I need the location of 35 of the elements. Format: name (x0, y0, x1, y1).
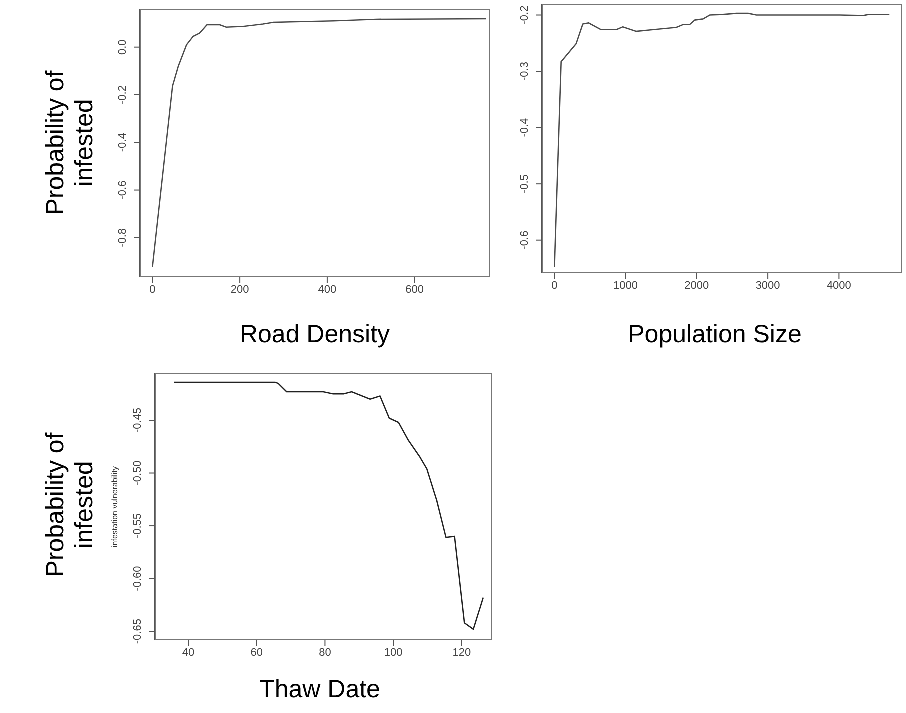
x-tick-label: 0 (150, 284, 156, 296)
x-axis-title: Population Size (628, 320, 802, 350)
y-tick-label: 0.0 (117, 40, 129, 55)
x-tick-label: 120 (452, 646, 472, 659)
x-axis-title: Thaw Date (260, 676, 380, 704)
x-tick-label: 2000 (684, 280, 710, 292)
y-tick-label: -0.45 (132, 408, 144, 434)
y-tick-label: -0.60 (132, 566, 144, 592)
text: infestation vulnerability (110, 466, 120, 547)
y-tick-label: -0.4 (519, 118, 531, 138)
x-tick-label: 3000 (756, 280, 780, 292)
x-tick-label: 60 (250, 646, 263, 659)
x-tick-label: 0 (552, 280, 558, 292)
y-axis-title: Probability of infested (41, 70, 99, 218)
x-tick-label: 1000 (614, 280, 638, 292)
y-tick-label: -0.3 (519, 62, 531, 82)
x-tick-label: 200 (230, 284, 250, 296)
y-tick-label: -0.6 (117, 180, 129, 200)
y-tick-label: -0.5 (519, 174, 531, 194)
y-tick-label: -0.4 (117, 133, 129, 152)
y-tick-label: -0.65 (132, 619, 144, 644)
y-tick-label: -0.55 (132, 513, 144, 539)
x-tick-label: 400 (318, 284, 337, 296)
x-axis-title: Road Density (240, 320, 390, 350)
x-tick-label: 4000 (826, 280, 852, 292)
x-tick-label: 80 (319, 646, 332, 659)
x-tick-label: 600 (406, 284, 424, 296)
y-tick-label: -0.2 (117, 86, 129, 104)
y-axis-title: Probability of infested (41, 432, 99, 580)
y-tick-label: -0.50 (132, 460, 144, 486)
y-tick-label: -0.2 (519, 6, 531, 25)
y-tick-label: -0.8 (117, 228, 129, 248)
x-tick-label: 40 (182, 646, 195, 659)
y-tick-label: -0.6 (519, 230, 531, 250)
x-tick-label: 100 (384, 646, 403, 659)
